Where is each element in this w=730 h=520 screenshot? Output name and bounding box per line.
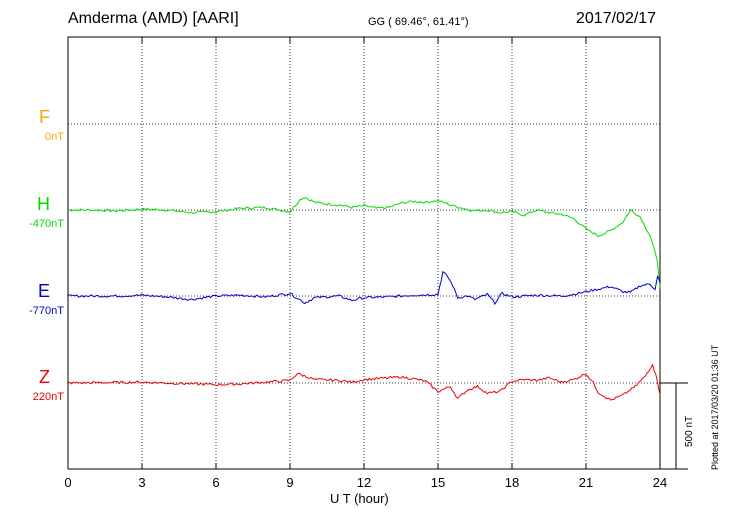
x-tick-label: 24 [653, 475, 667, 490]
series-line-z [67, 363, 661, 401]
scale-bar [660, 382, 688, 470]
scale-bar-label: 500 nT [684, 415, 695, 447]
x-tick-label: 21 [579, 475, 593, 490]
channel-label-e: E [37, 281, 50, 301]
x-tick-label: 15 [431, 475, 445, 490]
channel-baseline-f: 0nT [45, 131, 64, 143]
channel-label-z: Z [39, 367, 50, 387]
x-tick-label: 3 [138, 475, 145, 490]
x-axis-ticks: 0 3 6 9 12 15 18 21 24 [64, 37, 667, 490]
channel-label-f: F [39, 107, 50, 127]
x-tick-label: 12 [357, 475, 371, 490]
x-axis-label: U T (hour) [330, 491, 389, 506]
x-tick-label: 9 [286, 475, 293, 490]
x-tick-label: 0 [64, 475, 71, 490]
x-tick-label: 18 [505, 475, 519, 490]
series-group [67, 197, 661, 401]
channel-baseline-z: 220nT [32, 391, 64, 403]
station-coordinates: GG ( 69.46°, 61.41°) [368, 16, 469, 28]
channel-label-h: H [37, 194, 50, 214]
channel-baseline-h: -470nT [29, 218, 64, 230]
plot-date: 2017/02/17 [576, 10, 657, 27]
x-tick-label: 6 [212, 475, 219, 490]
series-line-e [67, 270, 661, 306]
channel-baseline-e: -770nT [29, 305, 64, 317]
series-line-h [67, 197, 661, 288]
station-title: Amderma (AMD) [AARI] [68, 10, 239, 27]
grid-lines [68, 37, 660, 469]
plotted-note: Plotted at 2017/03/20 01:36 UT [710, 344, 720, 470]
